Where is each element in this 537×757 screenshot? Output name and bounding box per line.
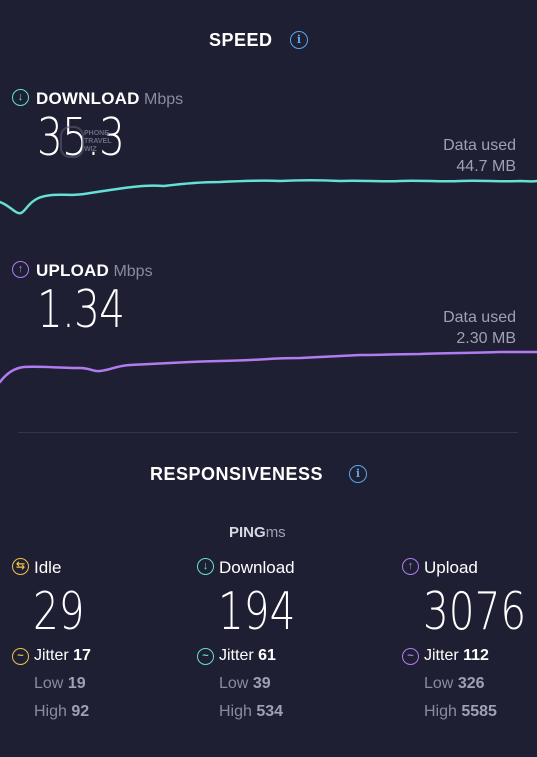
upload-jitter-icon: ~	[402, 648, 419, 665]
upload-low: Low 326	[424, 675, 485, 692]
upload-ping-icon: ↑	[402, 558, 419, 575]
download-low: Low 39	[219, 675, 271, 692]
download-jitter-icon: ~	[197, 648, 214, 665]
download-arrow-icon: ↓	[12, 89, 29, 106]
responsiveness-info-icon[interactable]: i	[349, 465, 367, 483]
upload-data-used: Data used 2.30 MB	[443, 307, 516, 349]
download-header: DOWNLOAD Mbps	[36, 89, 183, 109]
download-high: High 534	[219, 703, 284, 720]
download-data-used-value: 44.7 MB	[456, 158, 516, 175]
idle-high: High 92	[34, 703, 90, 720]
upload-jitter: Jitter 112	[424, 647, 489, 664]
idle-low: Low 19	[34, 675, 86, 692]
download-ping-icon: ↓	[197, 558, 214, 575]
download-data-used-label: Data used	[443, 137, 516, 154]
upload-header: UPLOAD Mbps	[36, 261, 153, 281]
download-data-used: Data used 44.7 MB	[443, 135, 516, 177]
upload-unit: Mbps	[113, 263, 153, 280]
upload-data-used-label: Data used	[443, 309, 516, 326]
upload-label: UPLOAD	[36, 261, 109, 280]
upload-arrow-icon: ↑	[12, 261, 29, 278]
download-jitter: Jitter 61	[219, 647, 276, 664]
upload-ping-value: 3076	[423, 582, 527, 642]
download-unit: Mbps	[144, 91, 184, 108]
idle-jitter-icon: ~	[12, 648, 29, 665]
upload-high: High 5585	[424, 703, 497, 720]
download-speed-graph	[0, 179, 537, 215]
ping-title: PINGms	[229, 524, 286, 541]
upload-ping-label: Upload	[424, 558, 478, 577]
speed-title: SPEED	[209, 30, 273, 50]
upload-data-used-value: 2.30 MB	[456, 330, 516, 347]
watermark-text: PHONE TRAVEL WIZ	[84, 130, 112, 153]
responsiveness-title: RESPONSIVENESS	[150, 464, 324, 484]
download-ping-value: 194	[218, 582, 296, 642]
speed-info-icon[interactable]: i	[290, 31, 308, 49]
watermark-logo	[60, 126, 84, 158]
idle-ping-value: 29	[33, 582, 85, 642]
idle-jitter: Jitter 17	[34, 647, 91, 664]
idle-label: Idle	[34, 558, 62, 577]
upload-speed-value: 1.34	[37, 280, 125, 340]
download-ping-label: Download	[219, 558, 295, 577]
download-speed-value: 35.3	[37, 108, 125, 168]
download-label: DOWNLOAD	[36, 89, 140, 108]
upload-speed-graph	[0, 350, 537, 384]
section-divider	[18, 432, 518, 433]
idle-icon: ⇆	[12, 558, 29, 575]
